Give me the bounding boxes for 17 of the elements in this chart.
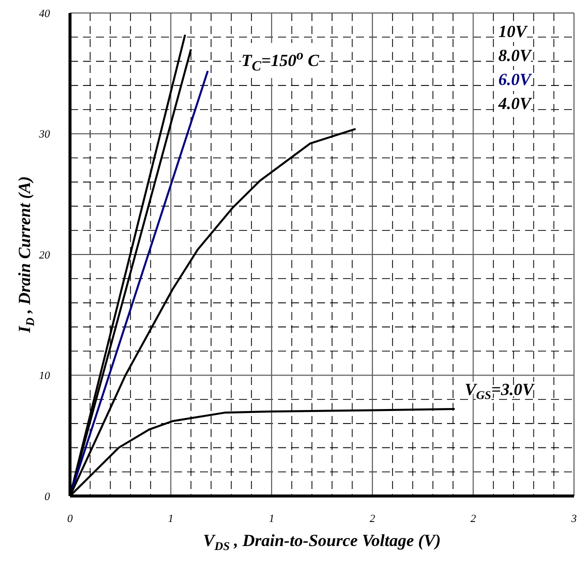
- text: 8.0V: [498, 46, 531, 65]
- x-tick-label: 1: [268, 512, 274, 525]
- text: 4.0V: [498, 94, 531, 113]
- y-tick-label: 0: [44, 490, 50, 503]
- text: 6.0V: [498, 70, 531, 89]
- y-tick-label: 10: [39, 370, 50, 382]
- x-tick-label: 3: [570, 512, 578, 525]
- x-tick-label: 1: [168, 512, 174, 525]
- y-tick-label: 30: [38, 128, 50, 141]
- y-tick-label: 40: [39, 8, 50, 20]
- x-tick-label: 0: [67, 512, 74, 525]
- x-tick-label: 2: [370, 512, 376, 525]
- annotation: T$_{C}$=150$^{o}$ C: [241, 47, 320, 74]
- x-axis-title: V$_{DS}$ , Drain-to-Source Voltage (V): [203, 531, 441, 553]
- text: 10V: [498, 22, 527, 41]
- x-tick-label: 2: [470, 512, 476, 525]
- y-tick-label: 20: [39, 249, 50, 262]
